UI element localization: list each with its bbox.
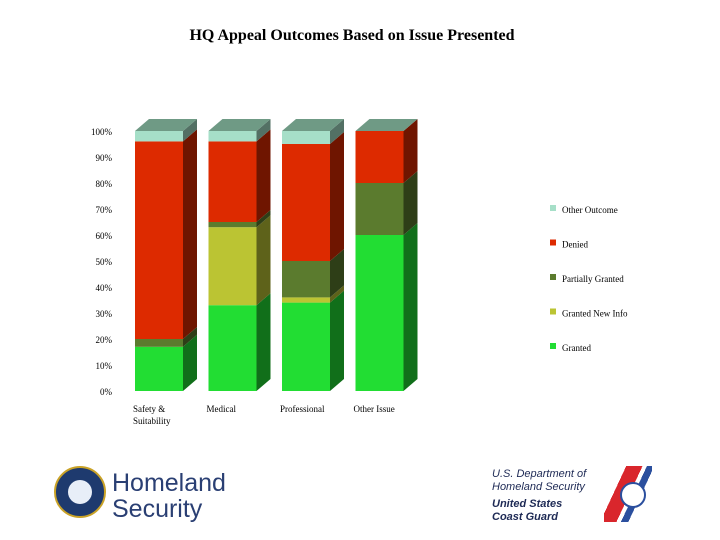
bar-segment <box>208 141 257 222</box>
uscg-logo: U.S. Department of Homeland Security Uni… <box>490 466 670 524</box>
bar-segment-side <box>256 215 271 306</box>
bar-segment <box>355 235 404 391</box>
bar-segment-side <box>403 223 418 391</box>
legend-swatch <box>550 308 556 315</box>
bar-segment-side <box>330 290 344 391</box>
bar-segment-side <box>183 129 197 339</box>
legend-swatch <box>550 239 556 246</box>
x-category-label: Medical <box>207 404 237 414</box>
x-category-label: Other Issue <box>354 404 395 414</box>
y-tick-label: 50% <box>96 257 113 267</box>
legend-label: Denied <box>562 240 588 250</box>
bar-segment-side <box>256 210 271 228</box>
bar-segment <box>135 339 183 347</box>
bar-segment-side <box>256 119 271 142</box>
bar-segment-side <box>256 129 271 222</box>
y-tick-label: 80% <box>96 179 113 189</box>
bar-segment <box>208 222 257 228</box>
dhs-seal-icon <box>54 466 106 518</box>
y-tick-label: 40% <box>96 283 113 293</box>
y-tick-label: 0% <box>100 387 113 397</box>
bar-segment <box>208 227 257 306</box>
bar-segment-side <box>330 285 344 303</box>
bar-segment <box>135 131 183 142</box>
bar-segment <box>282 131 330 144</box>
y-tick-label: 100% <box>91 127 113 137</box>
legend-label: Granted <box>562 343 591 353</box>
bar-segment-side <box>330 119 344 144</box>
legend-label: Partially Granted <box>562 274 624 284</box>
x-category-label: Professional <box>280 404 325 414</box>
dhs-logo-line2: Security <box>112 495 203 523</box>
uscg-logo-line2: Homeland Security <box>492 481 585 493</box>
bar-top-face <box>282 119 344 131</box>
bar-segment <box>208 305 257 391</box>
bar-segment <box>208 131 257 142</box>
bar-segment <box>282 261 330 298</box>
bar-segment-side <box>403 119 418 183</box>
bar-segment <box>355 131 404 183</box>
uscg-logo-line3: United States <box>492 498 563 510</box>
y-tick-label: 60% <box>96 231 113 241</box>
y-tick-label: 20% <box>96 335 113 345</box>
bar-segment-side <box>330 132 344 261</box>
dhs-logo-line1: Homeland <box>112 469 226 497</box>
uscg-logo-line1: U.S. Department of <box>492 468 587 480</box>
x-category-label: Safety & Suitability <box>133 404 171 426</box>
bar-segment <box>282 297 330 303</box>
bar-segment <box>282 144 330 261</box>
bar-segment-side <box>256 293 271 391</box>
chart-title: HQ Appeal Outcomes Based on Issue Presen… <box>189 27 515 44</box>
bar-segment <box>355 183 404 235</box>
bar-segment <box>135 346 183 391</box>
bar-segment-side <box>183 334 197 391</box>
legend-label: Granted New Info <box>562 309 628 319</box>
bar-segment-side <box>183 327 197 347</box>
y-tick-label: 70% <box>96 205 113 215</box>
y-tick-label: 10% <box>96 361 113 371</box>
bar-segment <box>135 141 183 339</box>
bar-top-face <box>135 119 197 131</box>
legend-swatch <box>550 343 556 349</box>
uscg-logo-line4: Coast Guard <box>492 511 559 523</box>
uscg-emblem-icon <box>620 482 646 508</box>
bar-segment-side <box>403 171 418 235</box>
y-tick-label: 30% <box>96 309 113 319</box>
legend-swatch <box>550 274 556 280</box>
bar-segment-side <box>183 119 197 142</box>
bar-segment-side <box>330 249 344 298</box>
dhs-logo: Homeland Security <box>52 466 252 524</box>
legend-label: Other Outcome <box>562 205 618 215</box>
bar-top-face <box>355 119 418 131</box>
bar-segment <box>282 302 330 391</box>
y-tick-label: 90% <box>96 153 113 163</box>
bar-top-face <box>208 119 271 131</box>
legend-swatch <box>550 205 556 211</box>
